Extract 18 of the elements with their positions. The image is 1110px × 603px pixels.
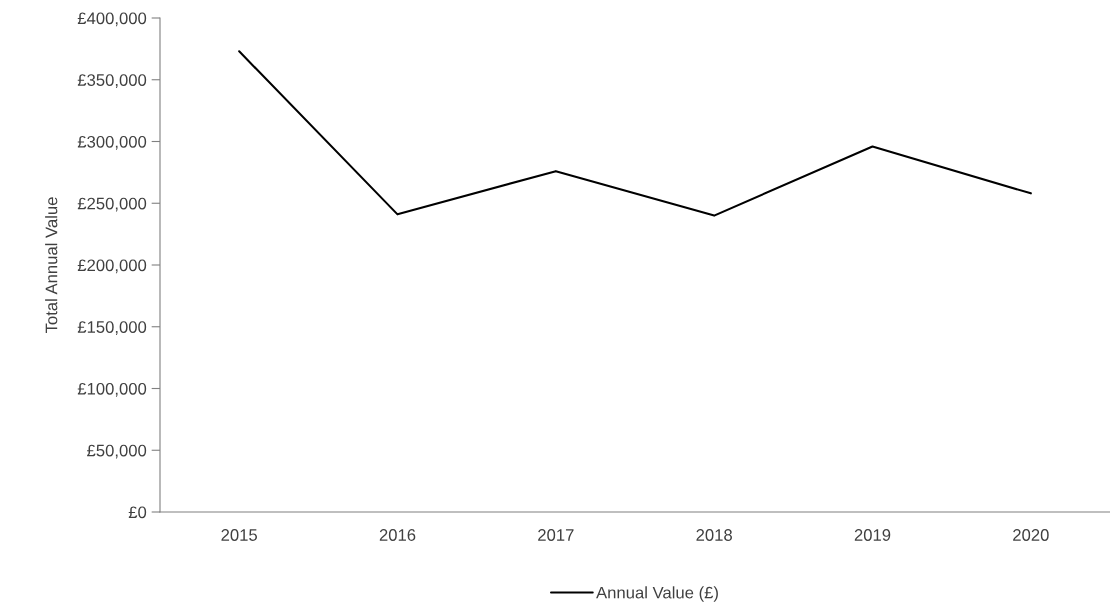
y-tick-label: £300,000	[77, 135, 147, 150]
legend-label: Annual Value (£)	[596, 586, 718, 602]
y-tick-label: £200,000	[77, 259, 147, 274]
x-tick-label: 2017	[538, 529, 574, 541]
y-tick-label: £350,000	[77, 74, 147, 88]
y-tick-label: £50,000	[87, 444, 147, 459]
y-tick-label: £150,000	[77, 321, 147, 335]
x-tick-label: 2019	[854, 529, 891, 541]
line-series	[238, 50, 1032, 217]
x-tick-label: 2020	[1013, 529, 1049, 541]
y-tick-label: £250,000	[77, 197, 147, 212]
x-tick-label: 2015	[221, 529, 258, 541]
y-tick-label: £100,000	[77, 382, 147, 397]
y-tick-label: £400,000	[77, 12, 147, 27]
y-tick-label: £0	[128, 506, 147, 519]
x-tick-label: 2018	[696, 529, 732, 541]
x-tick-label: 2016	[379, 529, 416, 541]
y-axis-title: Total Annual Value	[45, 197, 58, 334]
